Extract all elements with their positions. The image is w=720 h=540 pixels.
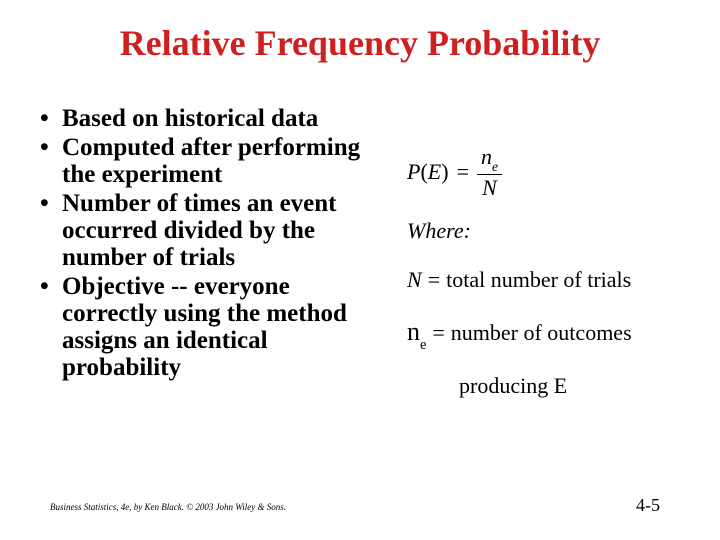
def-N-text: total number of trials [446, 262, 631, 297]
footer-citation: Business Statistics, 4e, by Ken Black. ©… [50, 502, 286, 512]
bullet-item: Based on historical data [40, 105, 385, 132]
sym-P: P [407, 159, 420, 184]
def-ne-row: ne = number of outcomes [407, 311, 680, 354]
def-N-sym: N [407, 262, 422, 297]
page-number: 4-5 [636, 495, 660, 516]
sym-n: n [481, 144, 492, 169]
def-N-eq: = [428, 262, 440, 297]
def-ne-text: number of outcomes [451, 315, 632, 350]
sym-n-sub: e [492, 159, 498, 174]
sym-n2: n [407, 317, 420, 346]
def-ne-eq: = [432, 315, 444, 350]
sym-n2-sub: e [420, 337, 426, 353]
formula-lhs: P(E) [407, 154, 449, 189]
paren-open: ( [420, 159, 427, 184]
bullet-list: Based on historical data Computed after … [40, 105, 385, 381]
slide-title: Relative Frequency Probability [0, 22, 720, 64]
slide: Relative Frequency Probability Based on … [0, 0, 720, 540]
bullet-item: Number of times an event occurred divide… [40, 190, 385, 271]
bullet-item: Objective -- everyone correctly using th… [40, 273, 385, 381]
fraction: ne N [477, 145, 502, 199]
left-column: Based on historical data Computed after … [40, 105, 385, 403]
bullet-item: Computed after performing the experiment [40, 134, 385, 188]
formula-main: P(E) = ne N [407, 145, 680, 199]
def-ne-text2: producing E [459, 368, 680, 403]
fraction-denominator: N [478, 176, 501, 199]
equals-sign: = [457, 154, 469, 189]
def-ne-sym: ne [407, 311, 426, 354]
where-label: Where: [407, 213, 680, 248]
fraction-numerator: ne [477, 145, 502, 173]
body-area: Based on historical data Computed after … [40, 105, 680, 403]
sym-E: E [428, 159, 441, 184]
right-column: P(E) = ne N Where: N = total number of t… [385, 105, 680, 403]
paren-close: ) [441, 159, 448, 184]
def-N-row: N = total number of trials [407, 262, 680, 297]
